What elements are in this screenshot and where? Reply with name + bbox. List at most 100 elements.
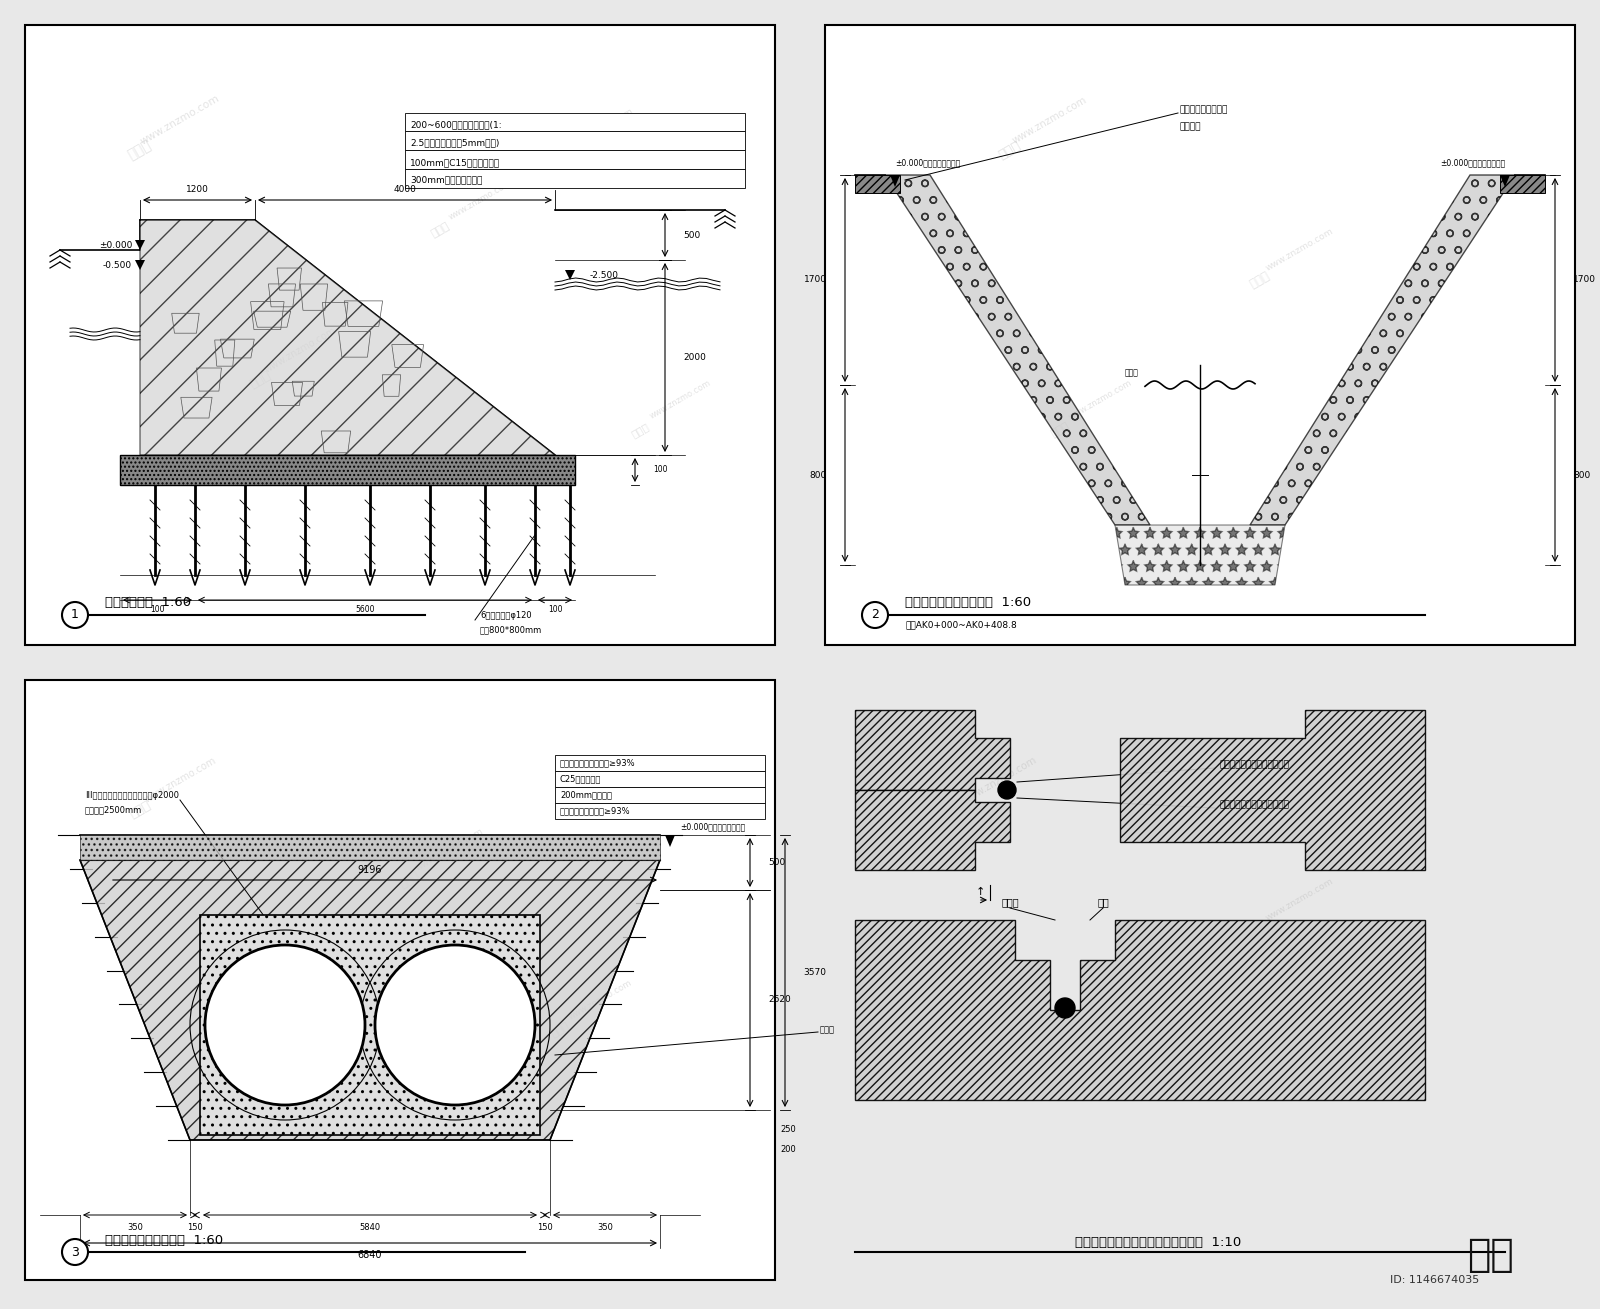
Text: 清除杂草: 清除杂草 — [1181, 123, 1202, 131]
Text: 橡胶圈: 橡胶圈 — [1002, 897, 1019, 907]
Text: 水位线: 水位线 — [1125, 369, 1139, 377]
Text: 5600: 5600 — [355, 606, 374, 614]
Text: www.znzmo.com: www.znzmo.com — [414, 827, 485, 873]
Text: 500: 500 — [683, 230, 701, 240]
Bar — [120, 456, 574, 486]
Text: ±0.000（相对地面标高）: ±0.000（相对地面标高） — [1440, 158, 1506, 168]
Text: 350: 350 — [597, 1223, 613, 1232]
Text: III级芯模振动钢筋混凝土圆管φ2000: III级芯模振动钢筋混凝土圆管φ2000 — [85, 791, 179, 800]
Text: 500: 500 — [768, 857, 786, 867]
Text: www.znzmo.com: www.znzmo.com — [565, 107, 635, 153]
Text: 1200: 1200 — [186, 186, 210, 195]
Text: 200: 200 — [781, 1145, 795, 1155]
Text: 1: 1 — [70, 609, 78, 622]
Text: 9196: 9196 — [358, 865, 382, 874]
Polygon shape — [80, 860, 661, 1140]
Text: 桩号AK0+000~AK0+408.8: 桩号AK0+000~AK0+408.8 — [906, 620, 1016, 630]
Text: ±0.000（相对地面标高）: ±0.000（相对地面标高） — [680, 822, 746, 831]
Text: 3570: 3570 — [803, 967, 826, 977]
Text: 6米长松木桩φ120: 6米长松木桩φ120 — [480, 610, 531, 619]
Text: 知末网: 知末网 — [126, 798, 154, 821]
Polygon shape — [134, 240, 146, 250]
Text: 100: 100 — [150, 606, 165, 614]
Text: 知末网: 知末网 — [997, 139, 1024, 161]
Text: www.znzmo.com: www.znzmo.com — [962, 754, 1038, 805]
Text: 100mm厚C15素混凝土垫层: 100mm厚C15素混凝土垫层 — [410, 158, 501, 168]
Text: 100: 100 — [547, 606, 562, 614]
Text: 插口: 插口 — [1098, 897, 1109, 907]
Text: www.znzmo.com: www.znzmo.com — [648, 378, 712, 421]
Text: 知末网: 知末网 — [1248, 919, 1272, 941]
Circle shape — [62, 602, 88, 628]
Circle shape — [1054, 997, 1075, 1018]
Text: 4000: 4000 — [394, 186, 416, 195]
Polygon shape — [141, 220, 555, 456]
Bar — [555, 802, 765, 819]
Text: ±0.000: ±0.000 — [99, 241, 131, 250]
Polygon shape — [1120, 709, 1426, 870]
Text: www.znzmo.com: www.znzmo.com — [446, 178, 514, 221]
Polygon shape — [80, 835, 661, 860]
Bar — [555, 771, 765, 787]
Text: www.znzmo.com: www.znzmo.com — [1067, 1029, 1133, 1072]
Text: 知末网: 知末网 — [547, 149, 573, 171]
Polygon shape — [1115, 525, 1285, 585]
Bar — [200, 915, 541, 1135]
Text: 800: 800 — [1573, 470, 1590, 479]
Text: 350: 350 — [126, 1223, 142, 1232]
Polygon shape — [885, 175, 1150, 525]
Text: 2.5水泥砂浆砌，留5mm干缝): 2.5水泥砂浆砌，留5mm干缝) — [410, 139, 499, 148]
Text: 知末网: 知末网 — [1050, 420, 1070, 440]
Polygon shape — [854, 791, 1010, 870]
Text: www.znzmo.com: www.znzmo.com — [1011, 94, 1090, 145]
Text: 800: 800 — [810, 470, 827, 479]
Bar — [1501, 175, 1546, 192]
Circle shape — [998, 781, 1016, 798]
Text: 钢筋混凝土圆管大样图  1:60: 钢筋混凝土圆管大样图 1:60 — [106, 1233, 222, 1246]
Text: 150: 150 — [538, 1223, 554, 1232]
Text: 150: 150 — [187, 1223, 203, 1232]
Text: 知末网: 知末网 — [398, 869, 422, 891]
Text: www.znzmo.com: www.znzmo.com — [139, 93, 221, 147]
Text: www.znzmo.com: www.znzmo.com — [1067, 378, 1133, 421]
Text: -0.500: -0.500 — [102, 260, 131, 270]
Text: 300mm厚级配碎石垫层: 300mm厚级配碎石垫层 — [410, 175, 482, 185]
Circle shape — [62, 1240, 88, 1264]
Text: 生态岸线水渠护坡大样图  1:60: 生态岸线水渠护坡大样图 1:60 — [906, 597, 1030, 610]
Bar — [26, 25, 774, 645]
Text: 200~600杂黄色毛石挡墙(1:: 200~600杂黄色毛石挡墙(1: — [410, 120, 502, 130]
Bar — [555, 787, 765, 802]
Polygon shape — [565, 270, 574, 280]
Bar — [405, 113, 746, 131]
Text: 2000: 2000 — [683, 353, 706, 363]
Polygon shape — [854, 920, 1426, 1100]
Text: 知末网: 知末网 — [549, 1021, 571, 1039]
Bar — [26, 679, 774, 1280]
Text: 间距800*800mm: 间距800*800mm — [480, 626, 542, 635]
Bar — [405, 131, 746, 151]
Polygon shape — [890, 175, 899, 187]
Text: 知末网: 知末网 — [947, 798, 973, 822]
Text: -2.500: -2.500 — [590, 271, 619, 280]
Text: 200mm厚砂砾石: 200mm厚砂砾石 — [560, 791, 611, 800]
Text: 知末网: 知末网 — [1248, 270, 1272, 291]
Text: 1700: 1700 — [1573, 275, 1597, 284]
Text: 250: 250 — [781, 1126, 795, 1135]
Text: 标准节长2500mm: 标准节长2500mm — [85, 805, 142, 814]
Bar — [826, 25, 1574, 645]
Bar — [555, 755, 765, 771]
Circle shape — [862, 602, 888, 628]
Text: 回填原土夯实，夯实度≥93%: 回填原土夯实，夯实度≥93% — [560, 758, 635, 767]
Bar — [405, 169, 746, 188]
Text: 截水坝剖面图  1:60: 截水坝剖面图 1:60 — [106, 597, 190, 610]
Text: www.znzmo.com: www.znzmo.com — [142, 755, 218, 805]
Text: 钢筋混凝土圆管柔性直简承插管接口  1:10: 钢筋混凝土圆管柔性直简承插管接口 1:10 — [1075, 1236, 1242, 1249]
Polygon shape — [134, 260, 146, 270]
Text: ID: 1146674035: ID: 1146674035 — [1390, 1275, 1480, 1285]
Text: 6840: 6840 — [358, 1250, 382, 1261]
Text: ↑: ↑ — [976, 888, 984, 897]
Bar — [854, 175, 899, 192]
Text: C25混凝土浇筑: C25混凝土浇筑 — [560, 775, 602, 784]
Text: www.znzmo.com: www.znzmo.com — [1264, 877, 1336, 923]
Text: 5840: 5840 — [360, 1223, 381, 1232]
